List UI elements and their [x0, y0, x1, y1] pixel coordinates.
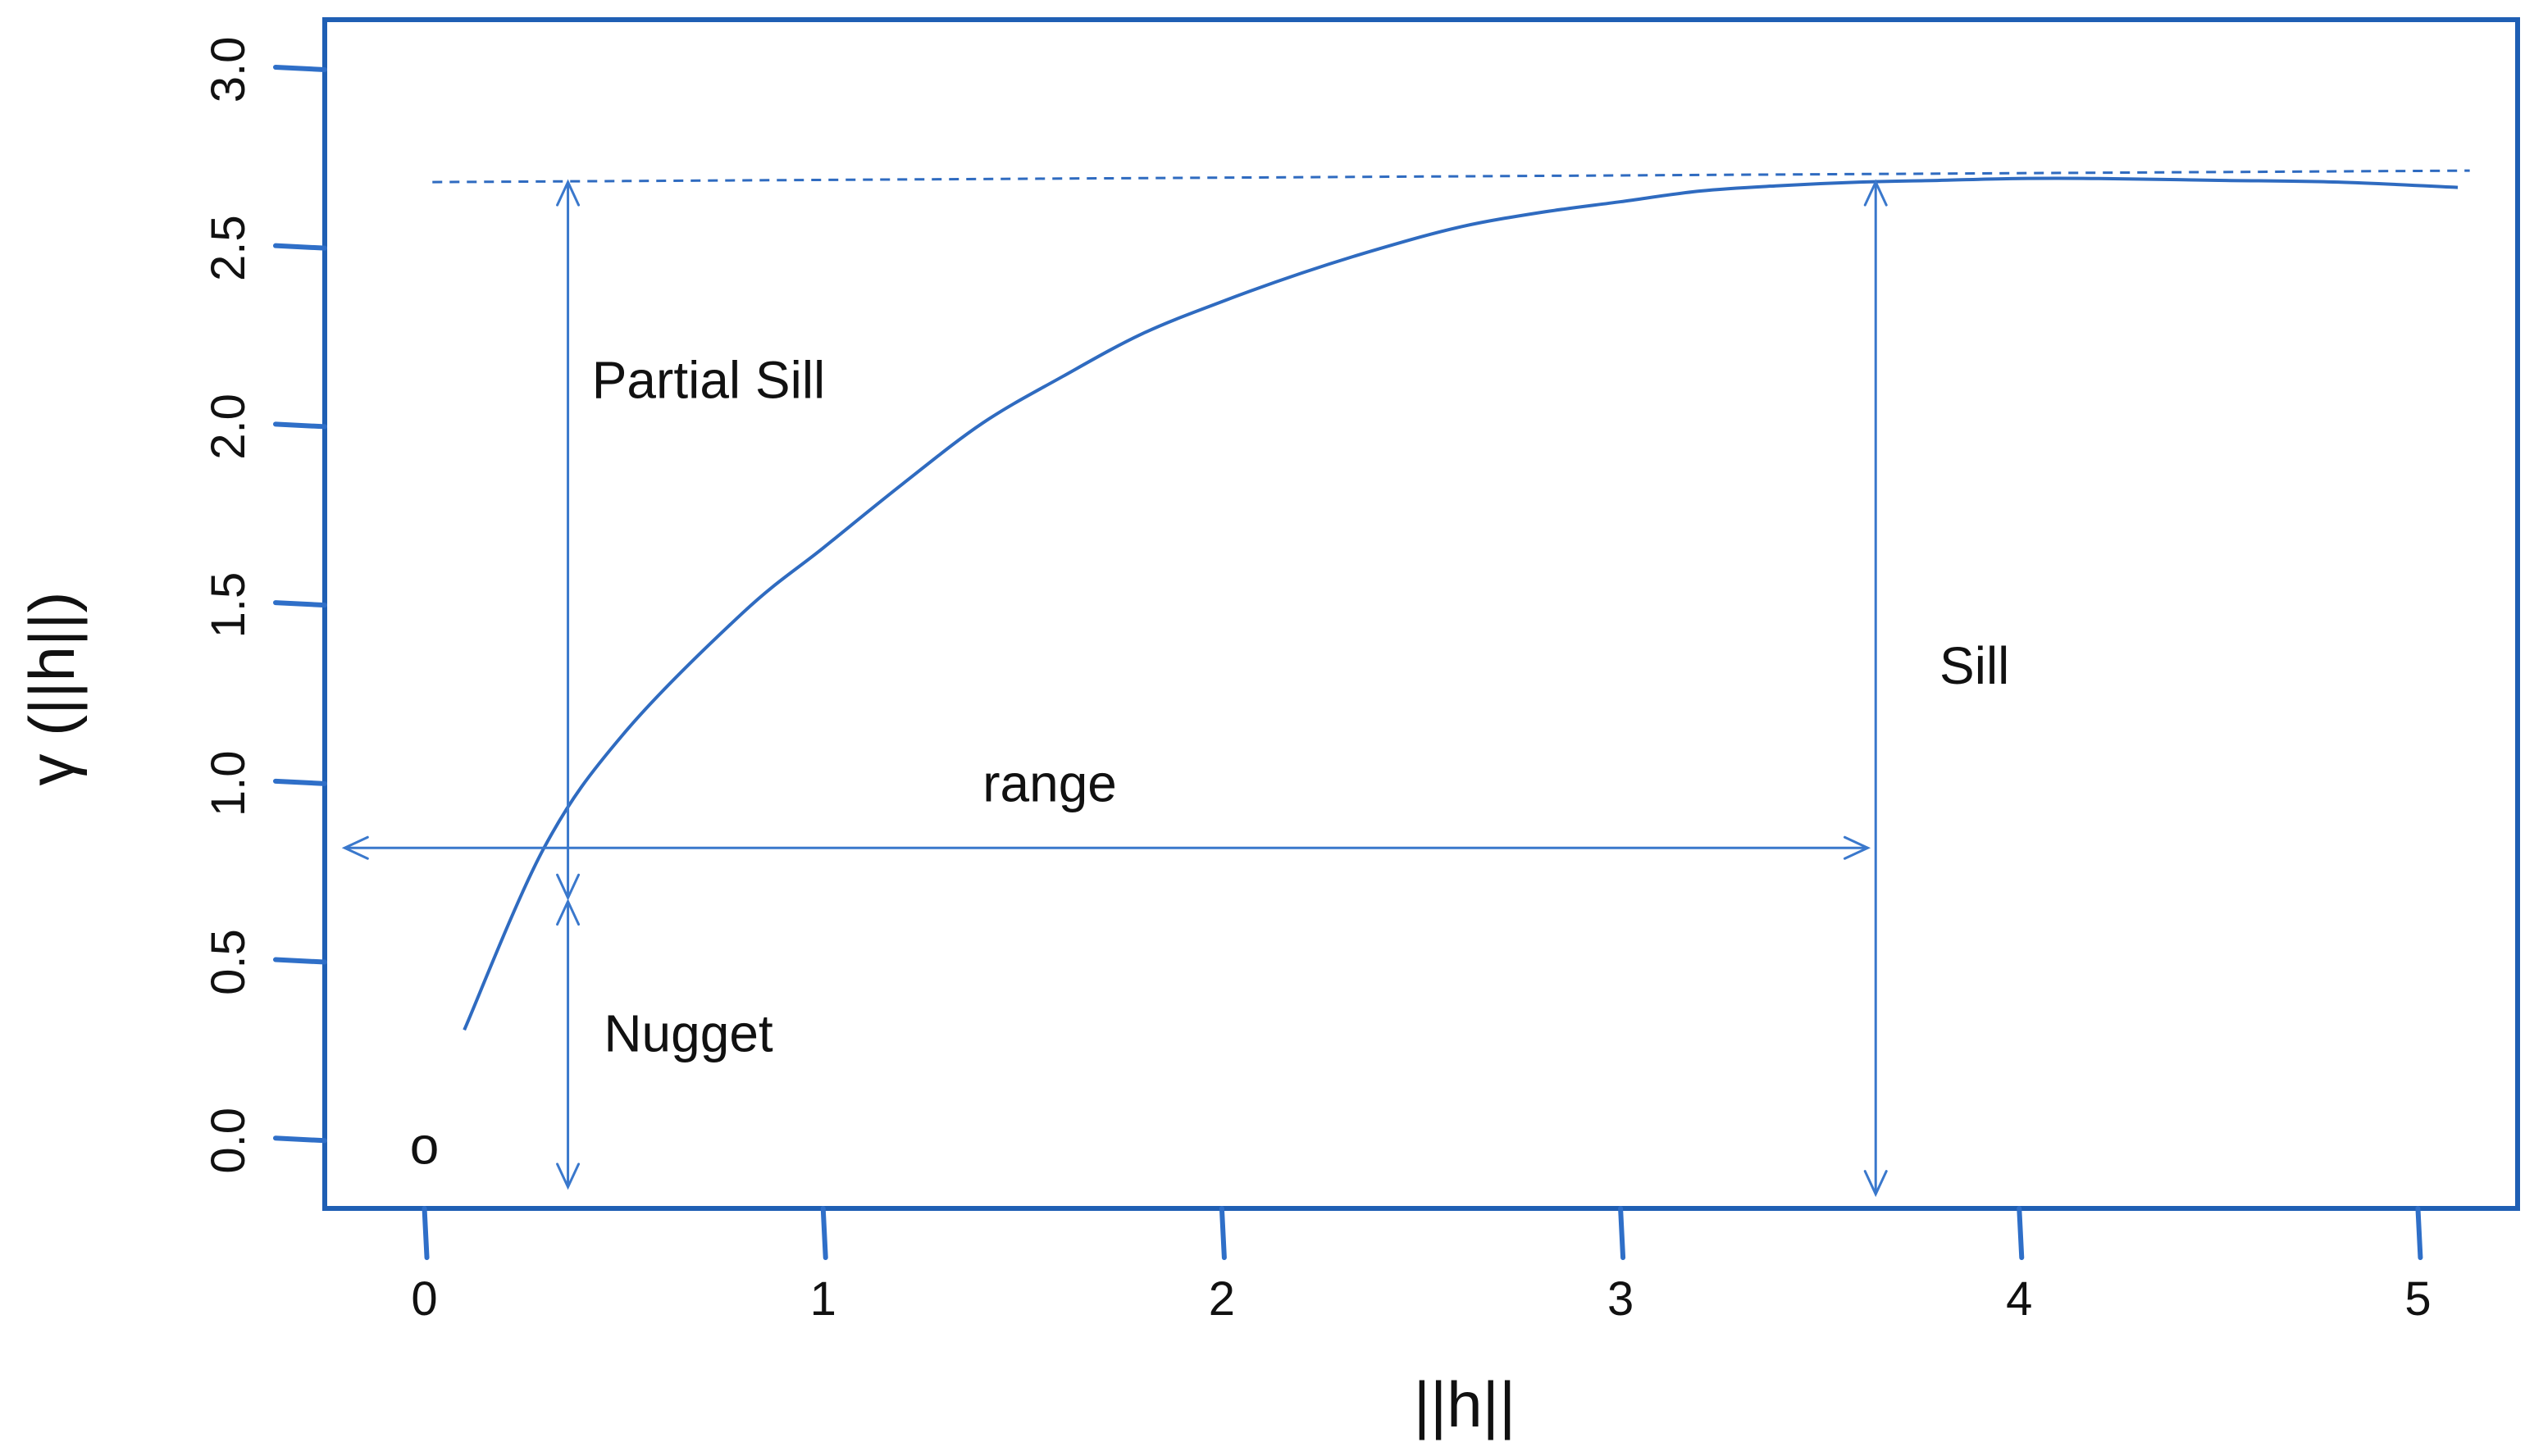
- y-tick-label-1: 0.5: [202, 929, 255, 995]
- x-tick-1: [820, 1206, 828, 1260]
- x-tick-label-5: 5: [2404, 1272, 2431, 1326]
- y-axis: 0.0 0.5 1.0 1.5 2.0 2.5 3.0: [202, 37, 327, 1174]
- partial-sill-arrow-head-end: [556, 873, 581, 901]
- x-tick-label-0: 0: [411, 1272, 437, 1326]
- variogram-curve: [463, 176, 2459, 1031]
- partial-sill-arrow: [556, 179, 581, 901]
- x-tick-3: [1618, 1206, 1626, 1260]
- sill-arrow: [1863, 179, 1888, 1198]
- plot-frame: [322, 17, 2520, 1211]
- y-tick-label-4: 2.0: [202, 394, 255, 460]
- range-arrow-head-start: [341, 835, 369, 860]
- x-tick-label-2: 2: [1209, 1272, 1235, 1326]
- nugget-arrow-head-end: [556, 1163, 581, 1190]
- x-axis-title: ||h||: [1414, 1368, 1515, 1440]
- x-tick-4: [2017, 1206, 2025, 1260]
- sill-dashed-line: [432, 169, 2470, 184]
- sill-arrow-head-start: [1863, 179, 1888, 207]
- annotation-arrows: [341, 179, 1888, 1198]
- annotation-label-3: Sill: [1939, 636, 2009, 695]
- y-tick-4: [273, 421, 327, 430]
- y-tick-0: [273, 1135, 327, 1144]
- x-tick-label-1: 1: [810, 1272, 836, 1326]
- x-axis: 0 1 2 3 4 5: [411, 1206, 2431, 1326]
- partial-sill-arrow-head-start: [556, 179, 581, 207]
- annotation-label-0: Partial Sill: [592, 351, 826, 410]
- y-tick-1: [273, 957, 327, 965]
- y-tick-3: [273, 600, 327, 608]
- y-tick-label-3: 1.5: [202, 572, 255, 639]
- point-markers: o: [410, 1116, 440, 1175]
- y-tick-6: [273, 64, 327, 72]
- y-axis-title: γ (||h||): [16, 591, 88, 785]
- y-tick-label-5: 2.5: [202, 215, 255, 281]
- sill-arrow-head-end: [1863, 1170, 1888, 1198]
- annotation-labels: Partial Sill Nugget range Sill: [592, 351, 2010, 1063]
- nugget-arrow: [556, 898, 581, 1190]
- nugget-arrow-head-start: [556, 898, 581, 926]
- y-tick-label-2: 1.0: [202, 751, 255, 817]
- x-tick-0: [422, 1206, 430, 1260]
- y-tick-2: [273, 778, 327, 786]
- x-tick-label-4: 4: [2006, 1272, 2032, 1326]
- point-marker-0: o: [410, 1116, 440, 1175]
- annotation-label-1: Nugget: [604, 1003, 773, 1062]
- x-tick-5: [2415, 1206, 2423, 1260]
- x-tick-2: [1219, 1206, 1227, 1260]
- x-tick-label-3: 3: [1607, 1272, 1634, 1326]
- range-arrow: [341, 835, 1871, 860]
- y-tick-label-6: 3.0: [202, 37, 255, 103]
- range-arrow-head-end: [1844, 835, 1871, 860]
- y-tick-label-0: 0.0: [202, 1108, 255, 1174]
- annotation-label-2: range: [982, 754, 1117, 813]
- y-tick-5: [273, 243, 327, 251]
